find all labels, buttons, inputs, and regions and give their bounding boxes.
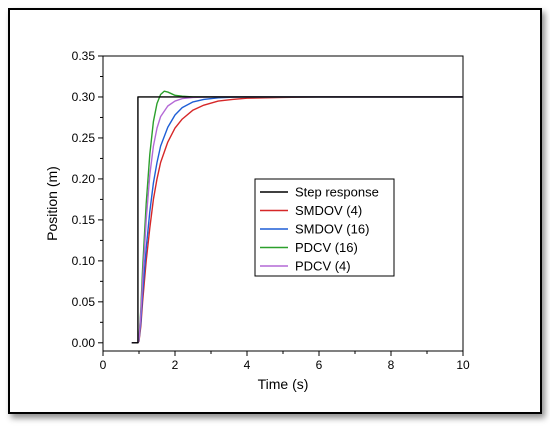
x-tick-label: 2	[172, 358, 179, 372]
legend-label: SMDOV (4)	[295, 203, 362, 218]
legend-box	[254, 178, 395, 277]
y-tick-label: 0.30	[72, 90, 96, 104]
y-tick-label: 0.20	[72, 172, 96, 186]
legend-label: PDCV (4)	[295, 259, 351, 274]
legend: Step response SMDOV (4) SMDOV (16) PDCV (16…	[254, 178, 395, 277]
legend-label: PDCV (16)	[295, 240, 358, 255]
y-axis-label: Position (m)	[44, 166, 60, 241]
x-tick-label: 6	[316, 358, 323, 372]
x-tick-label: 10	[456, 358, 470, 372]
x-tick-label: 4	[244, 358, 251, 372]
series-line-step-response	[131, 96, 463, 344]
series-layer	[131, 90, 463, 344]
x-tick-label: 0	[100, 358, 107, 372]
x-axis-label: Time (s)	[258, 376, 309, 392]
x-tick-label: 8	[388, 358, 395, 372]
y-tick-label: 0.25	[72, 131, 96, 145]
y-tick-label: 0.05	[72, 295, 96, 309]
y-tick-label: 0.15	[72, 213, 96, 227]
legend-label: Step response	[295, 185, 379, 200]
y-tick-label: 0.10	[72, 254, 96, 268]
legend-label: SMDOV (16)	[295, 222, 369, 237]
y-axis: 0.00 0.05 0.10 0.15 0.20 0.25 0.30 0.35	[72, 49, 103, 350]
y-tick-label: 0.00	[72, 336, 96, 350]
x-axis: 0 2 4 6 8 10	[100, 351, 470, 372]
y-tick-label: 0.35	[72, 49, 96, 63]
